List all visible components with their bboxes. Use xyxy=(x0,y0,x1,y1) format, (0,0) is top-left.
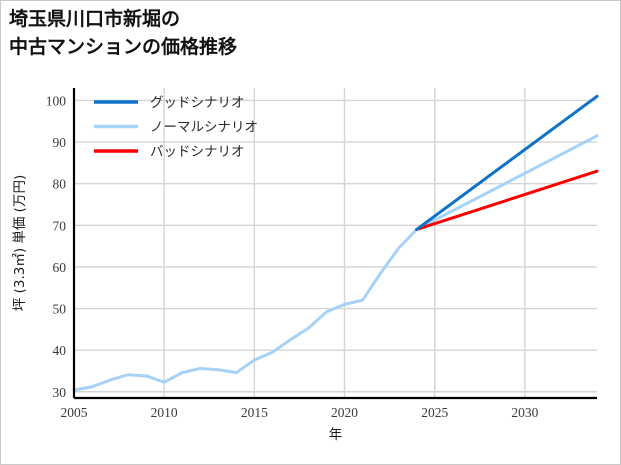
y-tick-label: 90 xyxy=(53,135,67,150)
axis-labels: 年 坪 (3.3㎡) 単価 (万円) xyxy=(12,175,342,443)
x-tick-label: 2025 xyxy=(421,405,448,420)
x-axis-label: 年 xyxy=(329,427,343,443)
y-tick-label: 80 xyxy=(53,177,67,192)
series-lines xyxy=(72,94,599,392)
x-tick-label: 2005 xyxy=(61,405,88,420)
y-tick-label: 70 xyxy=(53,218,67,233)
x-tick-label: 2015 xyxy=(241,405,268,420)
y-tick-label: 40 xyxy=(53,343,67,358)
x-tick-label: 2010 xyxy=(151,405,178,420)
x-tick-label: 2030 xyxy=(511,405,538,420)
chart-title: 埼玉県川口市新堀の 中古マンションの価格推移 xyxy=(9,9,238,58)
legend-label-1: ノーマルシナリオ xyxy=(150,120,258,136)
x-tick-labels: 2005 2010 2015 2020 2025 2030 xyxy=(61,405,539,420)
series-line-good xyxy=(415,94,599,231)
y-tick-label: 30 xyxy=(53,385,67,400)
legend-label-0: グッドシナリオ xyxy=(150,95,245,111)
legend-label-2: バッドシナリオ xyxy=(150,144,245,160)
series-line-bad xyxy=(415,169,599,231)
y-tick-label: 50 xyxy=(53,302,67,317)
y-tick-labels: 30 40 50 60 70 80 90 100 xyxy=(46,93,67,399)
x-tick-label: 2020 xyxy=(331,405,358,420)
series-line-normal xyxy=(72,134,599,392)
y-tick-label: 60 xyxy=(53,260,67,275)
y-tick-label: 100 xyxy=(46,93,67,108)
y-axis-label: 坪 (3.3㎡) 単価 (万円) xyxy=(12,175,28,311)
